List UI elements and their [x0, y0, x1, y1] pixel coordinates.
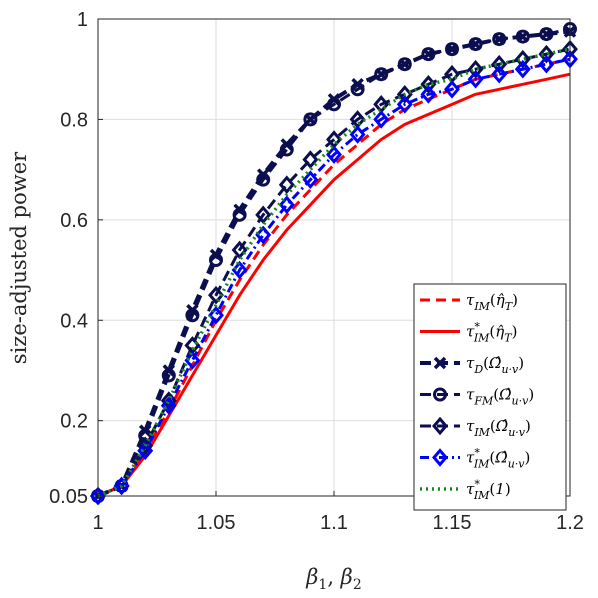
series-line: [97, 72, 571, 498]
x-tick-label: 1.15: [433, 512, 472, 534]
data-point: [302, 170, 319, 189]
data-point: [349, 125, 366, 144]
legend-entry: τ* IM(η̂T): [420, 321, 517, 345]
legend-marker: [432, 416, 448, 436]
data-point: [208, 285, 224, 305]
series-line: [97, 27, 571, 498]
data-point: [445, 42, 459, 57]
data-point: [491, 64, 508, 84]
y-tick-label: 1: [77, 9, 88, 31]
y-tick-label: 0.6: [60, 210, 88, 232]
data-point: [327, 97, 341, 112]
data-point: [468, 37, 483, 52]
data-point: [467, 69, 484, 89]
data-point: [256, 172, 271, 187]
data-point: [538, 54, 555, 74]
data-point: [184, 351, 201, 370]
series-2: [97, 72, 571, 498]
data-point: [374, 67, 389, 82]
data-point: [396, 85, 413, 104]
data-point: [160, 396, 177, 415]
y-tick-label: 0.8: [60, 109, 88, 131]
legend-entry: τD(Ω̂u·v): [420, 354, 524, 376]
data-point: [421, 47, 436, 62]
legend-entry: τIM(η̂T): [420, 291, 518, 313]
data-point: [444, 79, 460, 99]
data-point: [278, 175, 295, 194]
legend-marker: [432, 448, 448, 467]
legend-label: τIM(Ω̂u·v): [466, 417, 531, 439]
legend-entry: τIM(Ω̂u·v): [420, 416, 531, 439]
data-point: [492, 32, 507, 47]
legend-label: τ* IM(1): [466, 478, 511, 502]
data-point: [185, 308, 200, 323]
data-point: [397, 57, 412, 72]
legend-label: τIM(η̂T): [466, 291, 518, 313]
data-point: [279, 142, 294, 157]
legend-label: τFM(Ω̂u·v): [466, 386, 534, 408]
data-point: [138, 428, 153, 443]
series-layer: [90, 22, 578, 506]
legend-label: τD(Ω̂u·v): [466, 354, 524, 376]
series-line: [97, 47, 571, 498]
data-point: [538, 44, 555, 64]
series-1: [97, 57, 571, 498]
legend: τIM(η̂T) τ* IM(η̂T) τD(Ω̂u·v) τFM(Ω̂u·v) τIM(…: [413, 283, 567, 511]
data-point: [326, 145, 342, 164]
y-axis-title: size-adjusted power: [7, 151, 31, 364]
series-line: [97, 57, 571, 498]
x-tick-label: 1: [92, 512, 103, 534]
data-point: [278, 195, 295, 215]
y-tick-label: 0.4: [60, 310, 88, 332]
data-point: [302, 150, 319, 169]
data-point: [303, 112, 318, 127]
data-point: [396, 95, 413, 114]
y-tick-label: 0.2: [60, 411, 88, 433]
data-point: [515, 29, 530, 44]
x-axis-title: β1, β2: [305, 565, 361, 593]
legend-label: τ* IM(Ω̂u·v): [466, 447, 530, 471]
data-point: [137, 441, 154, 461]
data-point: [161, 368, 176, 383]
series-line: [97, 29, 571, 498]
x-tick-label: 1.05: [197, 512, 236, 534]
data-point: [208, 305, 224, 325]
legend-entry: τ* IM(Ω̂u·v): [420, 447, 530, 471]
data-point: [539, 27, 554, 42]
data-point: [113, 476, 130, 496]
data-point: [255, 225, 272, 245]
legend-entry: τFM(Ω̂u·v): [420, 386, 534, 408]
data-point: [491, 54, 508, 74]
legend-entry: τ* IM(1): [420, 478, 511, 502]
legend-marker: [433, 356, 447, 370]
data-point: [90, 486, 106, 506]
legend-box: [413, 283, 567, 511]
data-point: [514, 49, 531, 69]
y-tick-label: 0.05: [49, 486, 88, 508]
legend-marker: [433, 387, 447, 402]
data-point: [514, 59, 531, 79]
data-point: [232, 207, 247, 222]
data-point: [350, 82, 365, 97]
data-point: [209, 253, 223, 268]
legend-label: τ* IM(η̂T): [466, 321, 517, 345]
x-tick-label: 1.1: [320, 512, 348, 534]
x-tick-label: 1.2: [556, 512, 584, 534]
data-point: [467, 59, 484, 79]
data-point: [255, 205, 272, 225]
data-point: [420, 85, 437, 104]
data-point: [373, 110, 390, 129]
series-line: [97, 57, 571, 498]
